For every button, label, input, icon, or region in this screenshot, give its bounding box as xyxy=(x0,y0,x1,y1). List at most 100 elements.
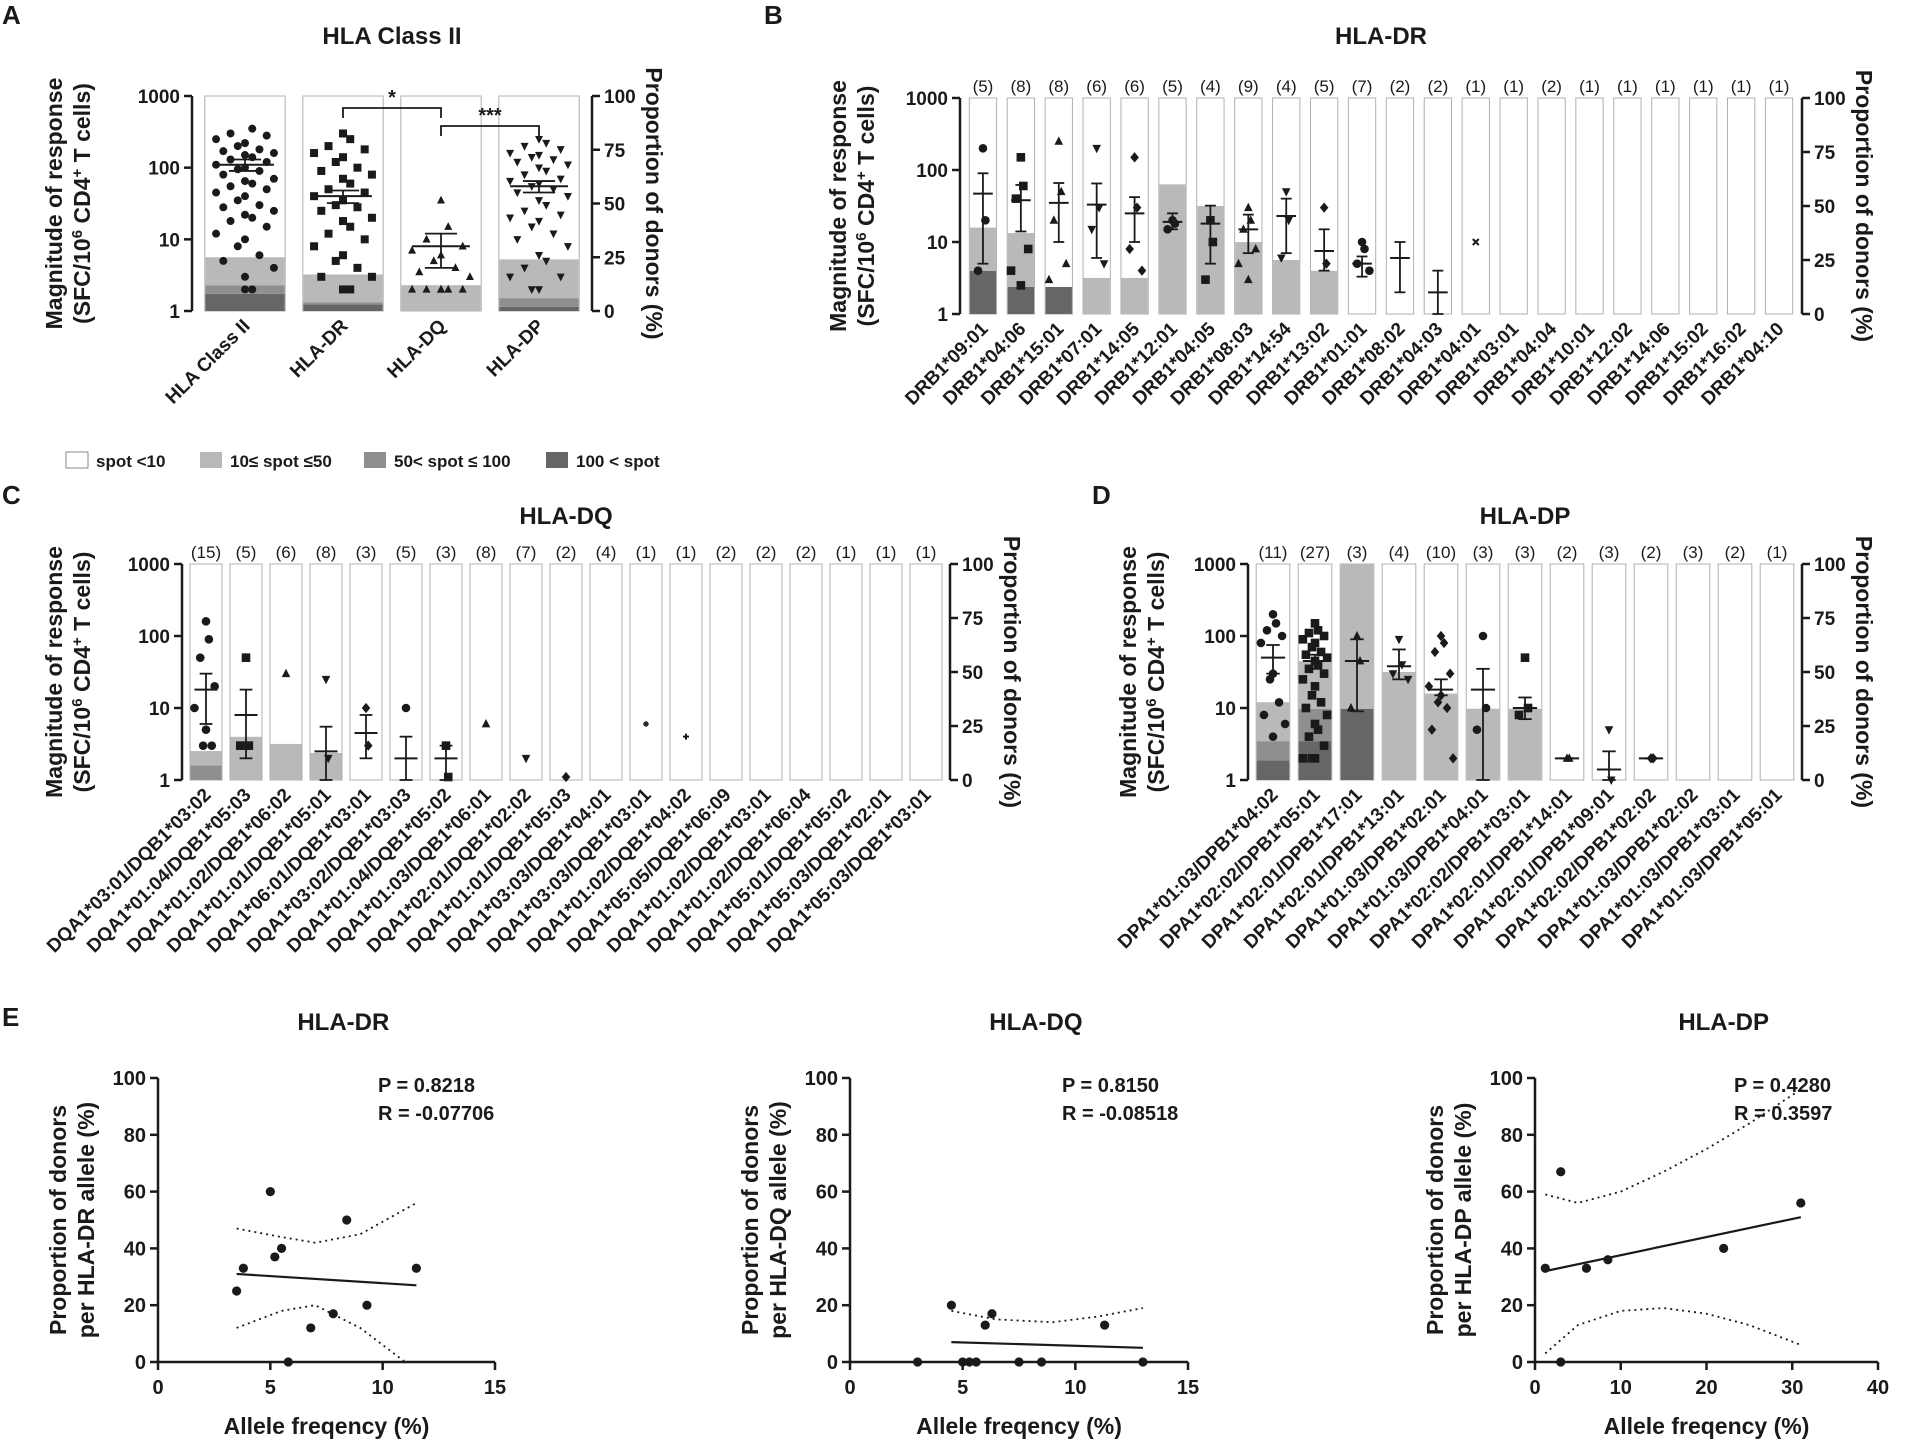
sample-count: (2) xyxy=(556,543,577,562)
data-point xyxy=(1019,181,1028,191)
data-point xyxy=(1092,144,1101,154)
confidence-band-lower xyxy=(236,1304,406,1363)
bar-outline xyxy=(1726,97,1756,315)
data-point xyxy=(331,256,340,265)
data-point xyxy=(1137,265,1147,276)
x-tick-label: 40 xyxy=(1867,1377,1889,1399)
data-point xyxy=(535,286,543,295)
data-point xyxy=(1251,244,1260,253)
y-tick-label: 1000 xyxy=(138,87,180,108)
data-point xyxy=(1130,152,1139,163)
bar-segment xyxy=(190,765,222,780)
sample-count: (4) xyxy=(1200,77,1221,96)
y-tick-label: 1000 xyxy=(128,555,170,576)
data-point xyxy=(1244,202,1253,212)
bar-outline xyxy=(1759,563,1795,781)
data-point xyxy=(556,273,565,282)
sample-count: (3) xyxy=(1683,543,1704,562)
sample-count: (7) xyxy=(516,543,537,562)
data-point xyxy=(270,1252,280,1262)
data-point xyxy=(1298,675,1308,684)
data-point xyxy=(1445,668,1455,679)
panel-label-c: C xyxy=(2,480,21,510)
bar-outline xyxy=(1717,563,1753,781)
data-point xyxy=(1316,697,1326,707)
sample-count: (2) xyxy=(1427,77,1448,96)
sample-count: (3) xyxy=(1599,543,1620,562)
sample-count: (4) xyxy=(1276,77,1297,96)
data-point xyxy=(346,179,355,188)
data-point xyxy=(1430,646,1440,658)
data-point xyxy=(219,256,228,265)
bar-outline xyxy=(1461,97,1490,315)
y-tick-label: 80 xyxy=(1501,1125,1523,1147)
right-y-tick-label: 50 xyxy=(1814,663,1835,684)
x-tick-label: 0 xyxy=(844,1377,855,1399)
data-point xyxy=(269,206,278,215)
data-point xyxy=(964,1357,975,1367)
data-point xyxy=(310,149,319,158)
data-point xyxy=(535,217,543,226)
data-point xyxy=(465,272,474,281)
data-point xyxy=(1322,653,1332,662)
data-point xyxy=(233,142,242,151)
y-tick-label: 10 xyxy=(159,230,180,251)
bar-segment xyxy=(1121,277,1148,314)
y-axis-title: Proportion of donors xyxy=(45,1105,71,1335)
data-point xyxy=(535,135,543,144)
data-point xyxy=(219,147,228,156)
confidence-band-lower xyxy=(1544,1307,1802,1355)
y-tick-label: 0 xyxy=(135,1352,146,1374)
data-point xyxy=(1448,753,1458,764)
sample-count: (8) xyxy=(316,543,337,562)
x-axis-title: Allele freqency (%) xyxy=(1604,1413,1810,1439)
data-point xyxy=(1436,630,1446,642)
bar-segment xyxy=(205,293,285,311)
y-tick-label: 0 xyxy=(1512,1352,1523,1374)
category-label: HLA-DP xyxy=(483,315,549,381)
right-y-tick-label: 75 xyxy=(962,609,984,630)
data-point xyxy=(513,189,522,198)
y-tick-label: 10 xyxy=(927,233,948,254)
bar-outline xyxy=(709,563,743,781)
bar-outline xyxy=(1549,563,1585,781)
y-axis-title-part-3: + xyxy=(853,171,870,180)
legend-swatch-mid xyxy=(364,452,386,468)
y-axis-title-units: (SFC/106 CD4+ T cells) xyxy=(69,552,96,793)
data-point xyxy=(1006,266,1016,275)
data-point xyxy=(506,214,515,223)
y-tick-label: 100 xyxy=(805,1068,838,1090)
data-point xyxy=(219,170,228,179)
y-tick-label: 20 xyxy=(124,1295,146,1317)
data-point xyxy=(1301,650,1311,659)
data-point xyxy=(367,170,376,179)
data-point xyxy=(238,1263,248,1273)
x-tick-label: 20 xyxy=(1695,1377,1717,1399)
data-point xyxy=(1298,754,1308,763)
bar-outline xyxy=(1347,97,1377,315)
data-point xyxy=(535,151,543,160)
x-tick-label: 10 xyxy=(1064,1377,1086,1399)
data-point xyxy=(1357,237,1367,247)
sample-count: (11) xyxy=(1259,543,1288,562)
data-point xyxy=(1265,675,1275,684)
data-point xyxy=(212,188,221,197)
data-point xyxy=(1271,619,1281,628)
y-axis-title-part-0: (SFC/10 xyxy=(69,238,95,324)
significance-bracket xyxy=(342,107,442,118)
data-point xyxy=(201,617,211,626)
sample-count: (6) xyxy=(276,543,297,562)
data-point xyxy=(1011,194,1021,203)
p-value: P = 0.8218 xyxy=(378,1075,475,1097)
y-tick-label: 20 xyxy=(1501,1295,1523,1317)
data-point xyxy=(241,151,249,160)
sample-count: (6) xyxy=(1086,77,1107,96)
data-point xyxy=(1796,1198,1806,1208)
right-y-tick-label: 100 xyxy=(604,87,636,108)
sample-count: (10) xyxy=(1426,543,1456,562)
y-axis-title-units: per HLA-DQ allele (%) xyxy=(765,1101,791,1339)
data-point xyxy=(1274,697,1284,707)
data-point xyxy=(1313,625,1323,635)
data-point xyxy=(481,719,491,728)
